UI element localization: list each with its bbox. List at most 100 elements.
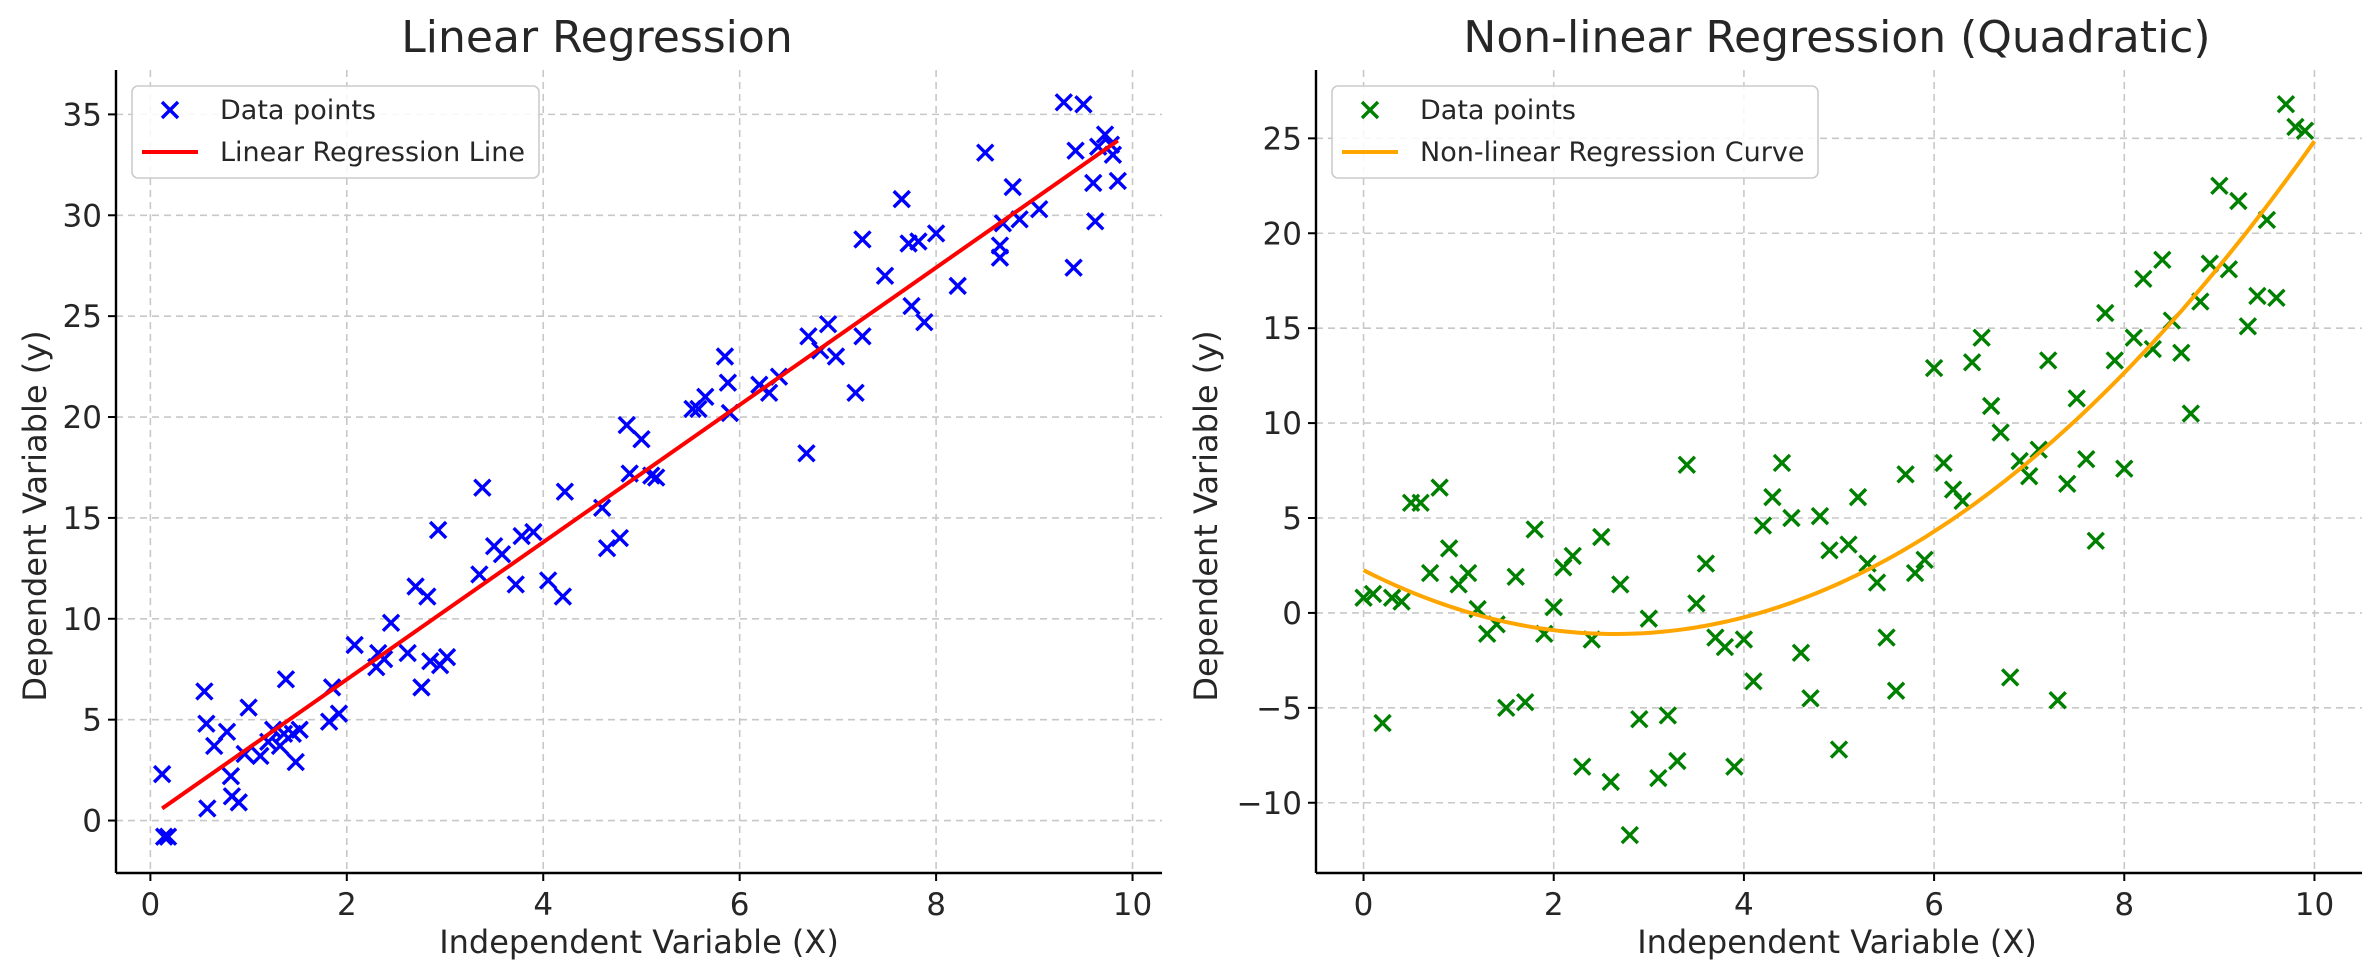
data-point (1649, 768, 1668, 788)
legend-label: Data points (220, 95, 376, 126)
data-point (198, 799, 217, 818)
y-tick-label: 20 (63, 400, 102, 436)
y-tick-label: 20 (1263, 216, 1302, 252)
data-point (610, 528, 630, 548)
data-point (1820, 541, 1839, 560)
data-point (329, 704, 349, 723)
data-point (1639, 609, 1659, 628)
legend-label: Non-linear Regression Curve (1420, 137, 1804, 168)
data-point (492, 545, 512, 564)
data-point (646, 468, 666, 487)
legend-item: Data points (1360, 95, 1576, 126)
data-point (1354, 588, 1373, 607)
data-point (1411, 493, 1430, 513)
data-point (1791, 643, 1811, 662)
data-point (1772, 453, 1792, 473)
data-point (1924, 358, 1944, 378)
legend-label: Data points (1420, 95, 1576, 126)
data-point (715, 347, 735, 366)
data-point (1592, 527, 1611, 547)
scatter-series (1354, 94, 2315, 845)
data-point (909, 232, 928, 251)
data-point (853, 327, 872, 346)
data-point (290, 720, 309, 739)
data-point (2143, 339, 2163, 359)
data-point (553, 587, 573, 606)
data-point (2124, 328, 2143, 347)
data-point (2105, 351, 2124, 370)
y-tick-label: 25 (1263, 121, 1302, 157)
y-tick-label: 5 (1282, 501, 1302, 537)
data-point (538, 571, 558, 590)
data-point (2029, 440, 2048, 459)
data-point (251, 746, 270, 766)
data-point (473, 478, 492, 497)
x-tick-label: 4 (1734, 887, 1754, 923)
data-point (1696, 554, 1716, 573)
data-point (286, 752, 305, 772)
y-tick-label: −5 (1256, 691, 1302, 727)
data-point (428, 520, 448, 540)
data-point (412, 678, 431, 697)
data-point (2267, 288, 2286, 308)
data-point (1810, 506, 1830, 526)
legend-label: Linear Regression Line (220, 137, 525, 168)
data-point (1677, 455, 1697, 475)
x-tick-label: 6 (1924, 887, 1944, 923)
data-point (617, 415, 636, 435)
data-point (1084, 173, 1103, 193)
data-point (875, 266, 895, 285)
data-point (345, 635, 364, 655)
data-point (2096, 303, 2115, 323)
data-point (797, 444, 816, 463)
y-tick-label: 0 (82, 804, 102, 840)
data-point (1458, 563, 1478, 583)
data-point (1630, 710, 1649, 729)
x-tick-label: 8 (926, 887, 946, 923)
data-point (1991, 423, 2010, 442)
data-point (1734, 630, 1754, 649)
data-point (1392, 592, 1411, 611)
data-point (689, 399, 708, 419)
legend-marker (160, 100, 180, 120)
data-point (195, 682, 214, 701)
data-point (1753, 516, 1773, 535)
y-tick-label: −10 (1237, 786, 1302, 822)
data-point (1430, 478, 1449, 497)
data-point (555, 482, 575, 501)
regression-line (161, 138, 1119, 811)
data-point (1382, 588, 1402, 607)
data-point (1515, 692, 1535, 712)
y-tick-label: 5 (82, 703, 102, 739)
data-point (1972, 328, 1991, 347)
data-point (2295, 121, 2315, 140)
data-point (2276, 94, 2296, 114)
y-tick-label: 10 (1263, 406, 1302, 442)
data-point (1867, 573, 1887, 592)
chart-title: Non-linear Regression (Quadratic) (1463, 12, 2210, 63)
data-point (1668, 751, 1687, 771)
data-point (158, 827, 178, 846)
data-point (381, 613, 401, 633)
data-point (205, 736, 224, 756)
data-point (1848, 487, 1868, 507)
data-point (2038, 351, 2058, 370)
grid (1316, 70, 2362, 873)
data-point (1363, 584, 1383, 604)
x-axis-label: Independent Variable (X) (439, 923, 839, 961)
data-point (696, 387, 715, 407)
data-point (902, 296, 921, 316)
y-tick-label: 10 (63, 602, 102, 638)
data-point (2115, 459, 2134, 478)
data-point (229, 793, 248, 812)
data-point (374, 649, 394, 669)
legend-item: Linear Regression Line (142, 137, 525, 168)
data-point (1620, 825, 1640, 845)
data-point (2058, 474, 2077, 494)
data-point (1829, 740, 1849, 759)
regression-curve (1362, 140, 2317, 637)
data-point (1915, 550, 1934, 569)
legend-box (1331, 85, 1819, 179)
data-point (1934, 453, 1953, 473)
data-point (239, 698, 258, 717)
